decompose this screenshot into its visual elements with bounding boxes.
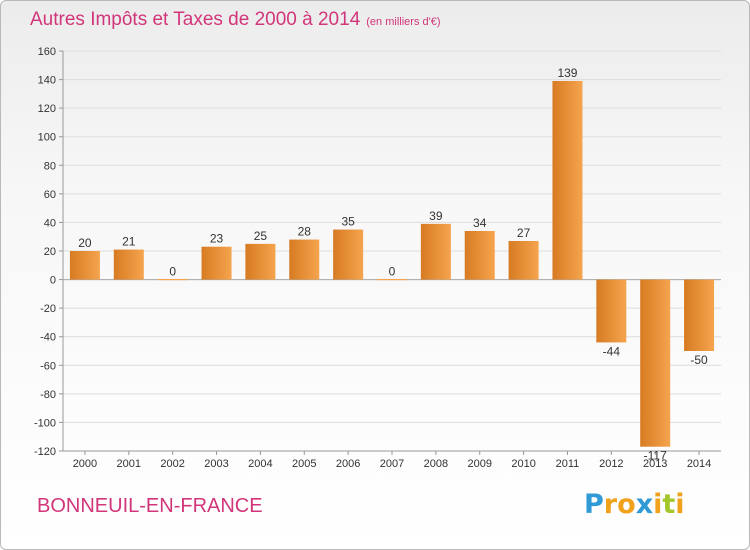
bar-2014 [684, 279, 715, 351]
y-tick-label: -40 [40, 332, 56, 344]
y-tick-label: 120 [38, 103, 56, 115]
data-label: 34 [473, 216, 487, 230]
x-tick-label: 2014 [687, 458, 711, 470]
y-tick-label: -20 [40, 303, 56, 315]
logo-letter: x [635, 489, 654, 520]
data-label: 39 [429, 209, 443, 223]
data-label: 27 [517, 226, 531, 240]
data-label: 25 [254, 229, 268, 243]
x-tick-label: 2005 [292, 458, 316, 470]
data-label: 20 [78, 236, 92, 250]
x-tick-label: 2001 [117, 458, 141, 470]
y-tick-label: 100 [38, 132, 56, 144]
x-tick-label: 2008 [424, 458, 448, 470]
data-label: 23 [210, 232, 224, 246]
label-layer: 20 21 0 23 25 28 35 0 39 34 27 139 -44 -117 -50 [78, 66, 708, 463]
logo-letter: o [617, 489, 636, 520]
data-label: -44 [603, 344, 621, 358]
y-tick-label: -100 [34, 417, 56, 429]
x-tick-label: 2000 [73, 458, 97, 470]
x-tick-label: 2013 [643, 458, 667, 470]
y-tick-label: 40 [44, 217, 56, 229]
logo-letter: r [603, 489, 618, 520]
data-label: -117 [644, 449, 667, 463]
bar-2008 [420, 223, 451, 280]
bar-2001 [113, 249, 144, 280]
y-tick-label: 0 [50, 275, 56, 287]
x-tick-label: 2011 [556, 458, 580, 470]
y-tick-label: 60 [44, 189, 56, 201]
bar-2007 [377, 278, 407, 281]
x-tick-label: 2006 [336, 458, 360, 470]
data-label: 35 [341, 215, 355, 229]
grid-layer [63, 50, 721, 452]
bar-2000 [69, 251, 100, 280]
x-tick-label: 2004 [248, 458, 272, 470]
y-tick-label: 80 [44, 160, 56, 172]
x-tick-label: 2003 [204, 458, 228, 470]
y-tick-label: -80 [40, 389, 56, 401]
x-tick-label: 2002 [160, 458, 184, 470]
x-tick-label: 2009 [467, 458, 491, 470]
y-tick-label: 20 [44, 246, 56, 258]
logo-letter: i [653, 489, 663, 520]
chart-title-text: Autres Impôts et Taxes de 2000 à 2014 [30, 9, 361, 30]
proxiti-logo[interactable]: Proxiti [584, 489, 685, 520]
commune-name: BONNEUIL-EN-FRANCE [37, 495, 263, 517]
bar-2011 [552, 81, 583, 280]
x-tick-label: 2007 [380, 458, 404, 470]
data-label: 21 [122, 235, 136, 249]
logo-letter: P [584, 489, 604, 520]
bar-2005 [289, 239, 320, 280]
bar-2010 [508, 241, 539, 280]
data-label: 0 [389, 265, 396, 279]
bar-2013 [640, 279, 671, 447]
y-tick-label: 160 [38, 46, 56, 58]
y-tick-label: -120 [34, 446, 56, 458]
x-tick-label: 2010 [511, 458, 535, 470]
data-label: -50 [690, 353, 708, 367]
bar-2006 [333, 229, 364, 280]
bar-layer [69, 81, 715, 447]
data-label: 28 [298, 225, 312, 239]
chart-title: Autres Impôts et Taxes de 2000 à 2014 (en… [30, 9, 441, 31]
bar-2003 [201, 246, 232, 280]
chart-subtitle: (en milliers d'€) [366, 16, 441, 28]
y-tick-label: -60 [40, 360, 56, 372]
logo-letter: t [662, 489, 676, 520]
data-label: 0 [169, 265, 176, 279]
data-label: 139 [557, 66, 577, 80]
bar-2004 [245, 243, 276, 280]
bar-2012 [596, 279, 627, 343]
logo-letter: i [675, 489, 685, 520]
bar-2002 [157, 278, 188, 281]
x-tick-label: 2012 [599, 458, 623, 470]
y-tick-label: 140 [38, 75, 56, 87]
bar-2009 [464, 231, 495, 280]
